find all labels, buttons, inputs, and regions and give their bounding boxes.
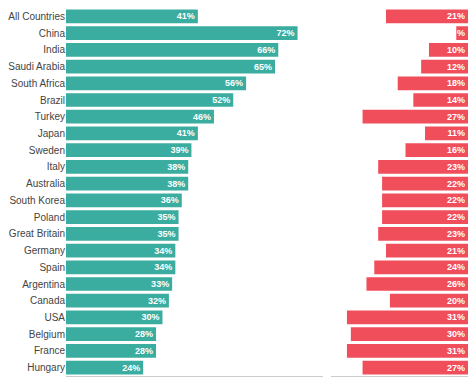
svg-text:27%: 27% (447, 112, 465, 122)
svg-text:27%: 27% (447, 363, 465, 373)
svg-text:35%: 35% (158, 212, 176, 222)
svg-text:Australia: Australia (26, 178, 65, 189)
svg-text:South Korea: South Korea (9, 195, 65, 206)
svg-text:14%: 14% (447, 95, 465, 105)
svg-text:38%: 38% (167, 162, 185, 172)
svg-text:23%: 23% (447, 162, 465, 172)
svg-text:41%: 41% (177, 128, 195, 138)
svg-text:22%: 22% (447, 179, 465, 189)
svg-text:35%: 35% (158, 229, 176, 239)
svg-text:Argentina: Argentina (22, 279, 65, 290)
svg-text:36%: 36% (161, 195, 179, 205)
svg-text:41%: 41% (177, 11, 195, 21)
svg-text:India: India (43, 44, 65, 55)
svg-text:22%: 22% (447, 195, 465, 205)
svg-text:11%: 11% (447, 128, 465, 138)
svg-text:France: France (34, 345, 66, 356)
svg-text:21%: 21% (447, 246, 465, 256)
svg-text:Belgium: Belgium (29, 329, 65, 340)
svg-text:26%: 26% (447, 279, 465, 289)
svg-text:Poland: Poland (34, 212, 65, 223)
svg-text:28%: 28% (135, 329, 153, 339)
svg-text:South Africa: South Africa (11, 78, 65, 89)
svg-text:28%: 28% (135, 346, 153, 356)
svg-text:31%: 31% (447, 312, 465, 322)
svg-text:China: China (39, 28, 66, 39)
svg-text:65%: 65% (254, 62, 272, 72)
svg-text:23%: 23% (447, 229, 465, 239)
svg-text:All Countries: All Countries (8, 11, 65, 22)
svg-text:31%: 31% (447, 346, 465, 356)
svg-text:38%: 38% (167, 179, 185, 189)
svg-text:22%: 22% (447, 212, 465, 222)
svg-text:32%: 32% (148, 296, 166, 306)
svg-text:30%: 30% (141, 312, 159, 322)
svg-text:Germany: Germany (24, 245, 65, 256)
svg-text:30%: 30% (447, 329, 465, 339)
svg-text:39%: 39% (170, 145, 188, 155)
svg-text:16%: 16% (447, 145, 465, 155)
svg-text:Spain: Spain (39, 262, 65, 273)
svg-text:72%: 72% (277, 28, 295, 38)
svg-text:34%: 34% (154, 262, 172, 272)
svg-text:10%: 10% (447, 45, 465, 55)
svg-text:12%: 12% (447, 62, 465, 72)
svg-text:24%: 24% (122, 363, 140, 373)
svg-text:20%: 20% (447, 296, 465, 306)
svg-text:Sweden: Sweden (29, 145, 65, 156)
svg-text:Hungary: Hungary (27, 362, 65, 373)
svg-text:Saudi Arabia: Saudi Arabia (8, 61, 65, 72)
svg-text:24%: 24% (447, 262, 465, 272)
svg-text:66%: 66% (257, 45, 275, 55)
svg-text:21%: 21% (447, 11, 465, 21)
svg-text:Italy: Italy (47, 161, 65, 172)
svg-text:34%: 34% (154, 246, 172, 256)
svg-text:USA: USA (44, 312, 65, 323)
svg-text:46%: 46% (193, 112, 211, 122)
svg-text:Turkey: Turkey (35, 111, 65, 122)
svg-text:%: % (457, 28, 465, 38)
svg-text:Great Britain: Great Britain (9, 228, 65, 239)
svg-text:52%: 52% (212, 95, 230, 105)
svg-text:56%: 56% (225, 78, 243, 88)
svg-text:Brazil: Brazil (40, 95, 65, 106)
svg-text:33%: 33% (151, 279, 169, 289)
svg-text:Japan: Japan (38, 128, 65, 139)
svg-text:18%: 18% (447, 78, 465, 88)
svg-text:Canada: Canada (30, 295, 65, 306)
